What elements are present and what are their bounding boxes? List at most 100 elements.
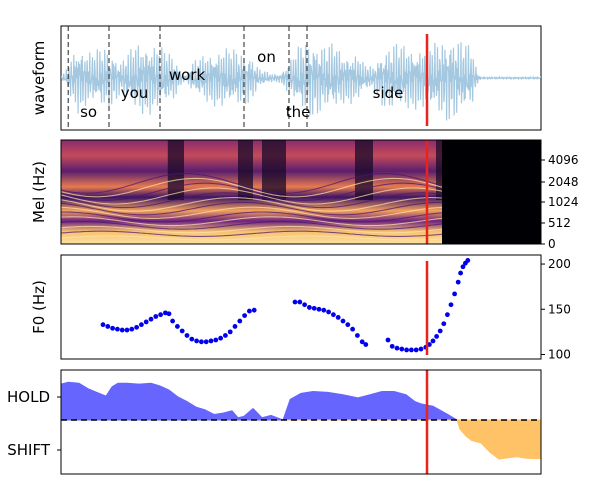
f0-point [355, 333, 360, 338]
f0-point [158, 312, 164, 318]
f0-point [409, 347, 414, 353]
f0-panel: 100 150 200 F0 (Hz) [30, 254, 571, 361]
waveform-trace [61, 42, 541, 121]
f0-point [311, 305, 317, 311]
mel-pause [436, 140, 442, 200]
mel-harmonic [61, 173, 443, 194]
mel-harmonic [61, 201, 442, 216]
hold-area [61, 381, 459, 421]
word-label: the [286, 103, 311, 121]
mel-pause [167, 140, 184, 200]
f0-point [153, 314, 159, 319]
word-label: on [257, 48, 276, 66]
mel-ylabel: Mel (Hz) [30, 161, 48, 223]
f0-point [445, 312, 450, 318]
mel-pause [262, 140, 286, 200]
f0-point [340, 318, 346, 324]
f0-point [175, 324, 180, 329]
f0-point [385, 337, 391, 343]
f0-point [143, 319, 149, 325]
f0-point [203, 339, 209, 345]
mel-texture [61, 140, 541, 244]
mel-harmonic [61, 235, 443, 241]
f0-point [208, 338, 214, 344]
mel-harmonic [61, 211, 443, 223]
f0-ylabel: F0 (Hz) [30, 280, 48, 334]
mel-silence [442, 140, 541, 244]
f0-point [134, 324, 140, 330]
f0-tick-label: 200 [548, 257, 571, 271]
f0-point [448, 302, 454, 308]
f0-point [194, 338, 200, 344]
mel-harmonic [61, 192, 443, 209]
f0-point [437, 328, 443, 334]
f0-point [223, 333, 228, 338]
mel-panel: 0 512 1024 2048 4096 Mel (Hz) [30, 139, 579, 251]
mel-tick-label: 2048 [548, 175, 579, 189]
f0-point [297, 299, 303, 305]
f0-point [307, 305, 312, 310]
mel-harmonic [61, 197, 443, 212]
f0-point [434, 333, 439, 339]
mel-yaxis: 0 512 1024 2048 4096 [541, 153, 579, 251]
f0-point [359, 339, 365, 345]
f0-point [452, 291, 457, 297]
f0-tick-label: 150 [548, 302, 571, 316]
f0-point [232, 324, 238, 329]
f0-point [242, 313, 248, 318]
mel-harmonic [61, 206, 443, 219]
f0-point [321, 307, 327, 313]
shift-area [283, 419, 541, 460]
waveform-plot: so you work on the side [61, 26, 541, 130]
mel-pause [355, 140, 373, 200]
turn-tick-label: HOLD [7, 388, 50, 406]
word-label: side [373, 84, 404, 102]
f0-point [139, 322, 144, 328]
mel-harmonic [61, 225, 443, 234]
mel-tick-label: 0 [548, 237, 556, 251]
f0-point [251, 307, 257, 313]
f0-point [213, 337, 219, 343]
f0-tick-label: 100 [548, 347, 571, 361]
f0-plot [100, 258, 471, 355]
mel-harmonic [61, 221, 443, 230]
turn-panel: HOLD SHIFT [7, 369, 542, 475]
f0-point [110, 325, 115, 331]
f0-point [441, 321, 447, 327]
mel-spectrogram [61, 140, 541, 244]
f0-point [119, 327, 125, 333]
waveform-panel: so you work on the side waveform [30, 25, 542, 131]
f0-point [179, 328, 185, 334]
mel-harmonic [61, 177, 443, 198]
f0-point [363, 342, 369, 347]
f0-point [247, 308, 252, 314]
f0-point [227, 329, 233, 335]
f0-point [455, 279, 461, 285]
f0-point [399, 346, 405, 352]
f0-point [199, 339, 204, 345]
f0-point [237, 318, 243, 324]
f0-point [218, 335, 224, 341]
f0-point [184, 333, 190, 338]
turn-tick-label: SHIFT [7, 441, 51, 459]
f0-point [148, 316, 154, 322]
f0-point [345, 322, 351, 328]
f0-point [105, 324, 111, 329]
mel-harmonic [61, 182, 443, 201]
word-label: work [169, 66, 206, 84]
f0-point [166, 311, 172, 317]
waveform-ylabel: waveform [30, 41, 48, 116]
f0-point [335, 315, 341, 320]
mel-tick-label: 1024 [548, 195, 579, 209]
mel-harmonic [61, 216, 443, 227]
f0-point [129, 326, 135, 332]
f0-point [394, 345, 400, 351]
mel-tick-label: 4096 [548, 153, 579, 167]
f0-point [413, 347, 419, 353]
mel-tick-label: 512 [548, 216, 571, 230]
f0-frame [60, 254, 542, 360]
turn-yaxis: HOLD SHIFT [7, 388, 61, 459]
f0-point [404, 347, 409, 353]
f0-point [465, 258, 471, 263]
